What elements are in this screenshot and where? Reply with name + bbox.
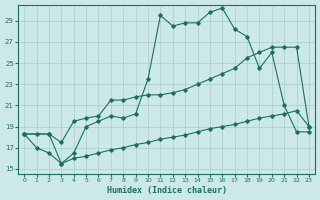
- X-axis label: Humidex (Indice chaleur): Humidex (Indice chaleur): [107, 186, 227, 195]
